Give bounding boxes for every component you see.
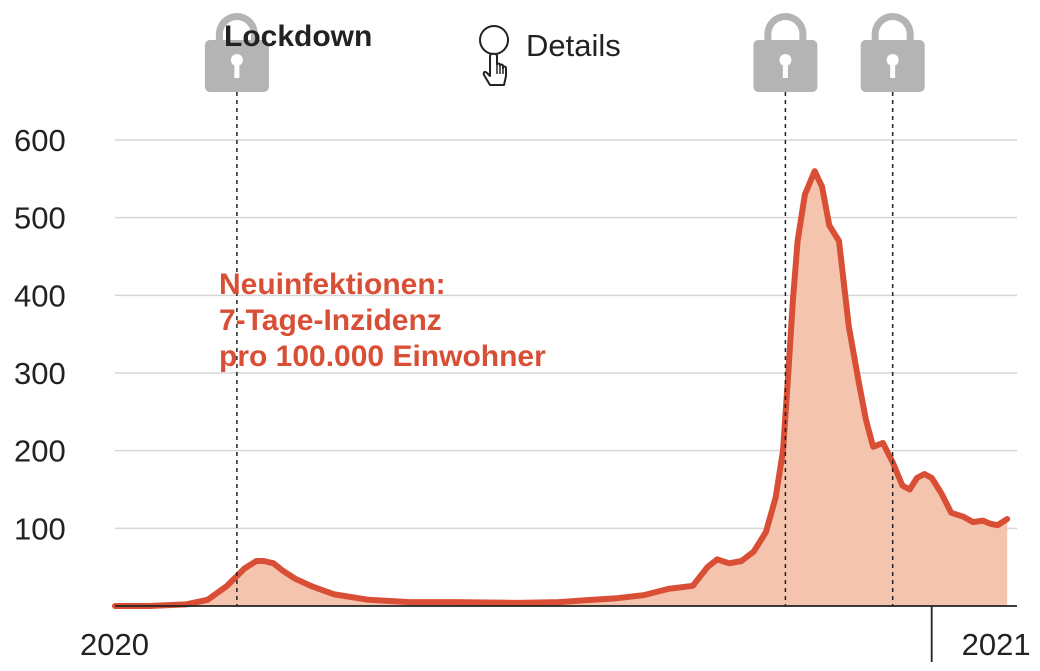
- padlock-keyhole: [230, 54, 243, 66]
- y-tick-label-300: 300: [14, 356, 66, 391]
- annotation-line-2: 7-Tage-Inzidenz: [219, 304, 442, 337]
- legend-lockdown-label: Lockdown: [224, 20, 372, 53]
- hand-pointer-icon: [482, 52, 507, 86]
- padlock-shackle: [871, 13, 914, 40]
- details-radio-icon[interactable]: [479, 25, 509, 55]
- padlock-keyhole-slot: [782, 62, 788, 78]
- lockdown-markers: [204, 13, 925, 606]
- details-toggle[interactable]: Details: [479, 25, 621, 86]
- padlock-shackle: [764, 13, 807, 40]
- details-label[interactable]: Details: [526, 28, 621, 63]
- incidence-area: [115, 171, 1008, 606]
- padlock-icon: [204, 13, 269, 92]
- padlock-shackle: [215, 13, 258, 40]
- padlock-keyhole: [886, 54, 899, 66]
- padlock-keyhole: [779, 54, 792, 66]
- y-tick-label-200: 200: [14, 434, 66, 469]
- x-axis-ticks: 2020 2021: [80, 606, 1031, 662]
- series-annotation: Neuinfektionen: 7-Tage-Inzidenz pro 100.…: [219, 268, 546, 373]
- padlock-keyhole-slot: [890, 62, 896, 78]
- annotation-line-3: pro 100.000 Einwohner: [219, 340, 546, 373]
- padlock-icon: [860, 13, 925, 92]
- x-tick-label-2021: 2021: [962, 627, 1031, 662]
- y-axis-labels: 100 200 300 400 500 600: [14, 123, 66, 546]
- padlock-icon: [753, 13, 818, 92]
- y-tick-label-100: 100: [14, 511, 66, 546]
- incidence-line: [112, 168, 1011, 609]
- x-tick-label-2020: 2020: [80, 627, 149, 662]
- y-tick-label-500: 500: [14, 201, 66, 236]
- y-tick-label-400: 400: [14, 278, 66, 313]
- padlock-keyhole-slot: [234, 62, 240, 78]
- y-tick-label-600: 600: [14, 123, 66, 158]
- annotation-line-1: Neuinfektionen:: [219, 268, 446, 301]
